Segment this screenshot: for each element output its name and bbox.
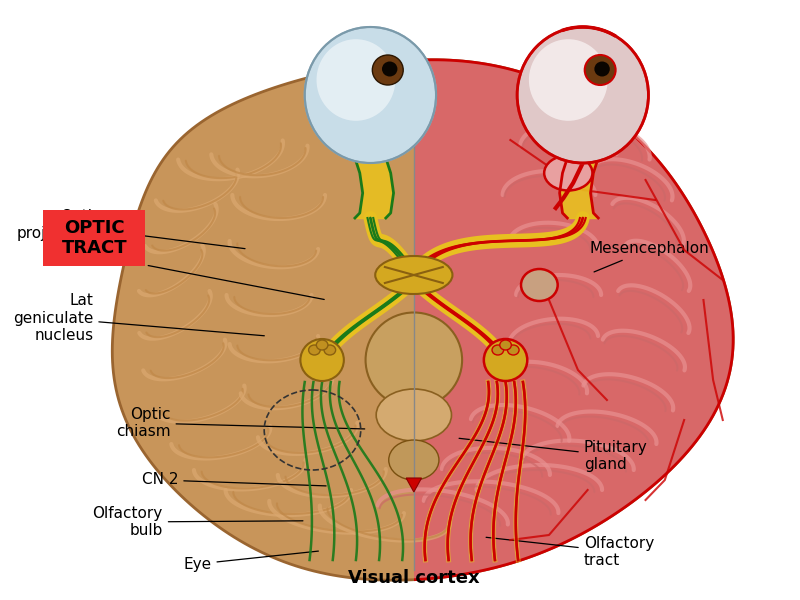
FancyBboxPatch shape (43, 210, 146, 266)
Text: Pituitary
gland: Pituitary gland (459, 439, 647, 472)
Ellipse shape (389, 440, 439, 480)
Text: Optic
projections: Optic projections (17, 209, 245, 248)
Text: CN 2: CN 2 (142, 473, 326, 487)
Polygon shape (406, 478, 422, 492)
Text: Eye: Eye (183, 551, 318, 571)
Text: Visual cortex: Visual cortex (348, 569, 480, 587)
Polygon shape (112, 60, 733, 580)
Ellipse shape (500, 340, 511, 350)
Polygon shape (112, 60, 733, 580)
Ellipse shape (585, 55, 616, 85)
Ellipse shape (305, 27, 436, 163)
Ellipse shape (492, 345, 504, 355)
Ellipse shape (594, 61, 610, 76)
Ellipse shape (382, 61, 398, 76)
Ellipse shape (544, 155, 593, 191)
Ellipse shape (376, 389, 451, 441)
Text: Olfactory
tract: Olfactory tract (486, 536, 654, 568)
Ellipse shape (316, 340, 328, 350)
Ellipse shape (309, 345, 320, 355)
Ellipse shape (517, 27, 649, 163)
Text: Olfactory
bulb: Olfactory bulb (93, 506, 303, 538)
Ellipse shape (301, 339, 344, 381)
Ellipse shape (317, 39, 395, 121)
Text: Optic
chiasm: Optic chiasm (116, 407, 365, 439)
Ellipse shape (529, 39, 608, 121)
Ellipse shape (366, 313, 462, 407)
Ellipse shape (324, 345, 336, 355)
Text: OPTIC
TRACT: OPTIC TRACT (62, 218, 127, 257)
Ellipse shape (484, 339, 527, 381)
Text: Mesencephalon: Mesencephalon (590, 241, 710, 272)
Ellipse shape (372, 55, 403, 85)
Ellipse shape (507, 345, 519, 355)
Ellipse shape (375, 256, 453, 294)
Text: Lat
geniculate
nucleus: Lat geniculate nucleus (13, 293, 264, 343)
Ellipse shape (521, 269, 558, 301)
